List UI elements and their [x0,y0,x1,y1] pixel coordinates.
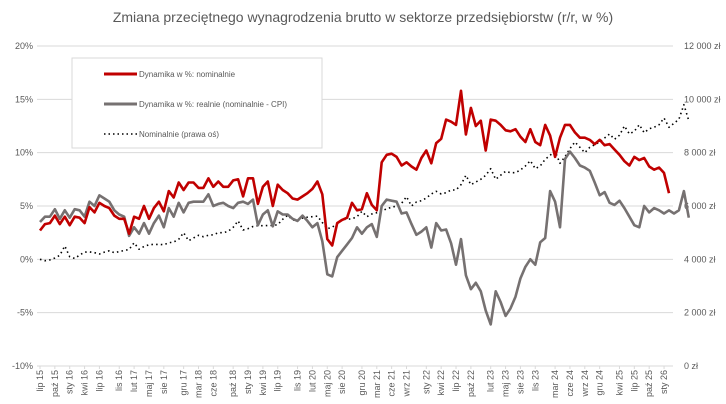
y2-tick-label: 2 000 zł [684,308,716,318]
y2-tick-label: 12 000 zł [684,41,721,51]
x-tick-label: maj 20 [322,370,332,397]
y-tick-label: 20% [15,41,33,51]
x-tick-label: paź 22 [466,370,476,397]
x-tick-label: lip 25 [629,370,639,392]
x-tick-label: kwi 19 [258,370,268,396]
x-tick-label: gru 24 [595,370,605,396]
x-tick-label: lis 16 [114,370,124,391]
y-tick-label: 10% [15,148,33,158]
x-tick-label: sty 22 [421,370,431,394]
x-tick-label: mar 21 [372,370,382,398]
chart-title: Zmiana przeciętnego wynagrodzenia brutto… [112,9,614,25]
y-tick-label: -10% [12,361,33,371]
x-tick-label: lut 23 [486,370,496,392]
legend: Dynamika w %: nominalnie Dynamika w %: r… [71,57,323,149]
x-tick-label: paź 18 [228,370,238,397]
x-tick-label: sie 23 [515,370,525,394]
x-tick-label: cze 24 [565,370,575,397]
y2-tick-label: 0 zł [684,361,698,371]
x-tick-label: gru 17 [179,370,189,396]
x-tick-label: paź 25 [644,370,654,397]
x-tick-label: lut 17 [129,370,139,392]
x-tick-label: lip 16 [94,370,104,392]
x-tick-label: wrz 24 [580,370,590,398]
y2-tick-label: 10 000 zł [684,94,721,104]
x-tick-label: maj 17 [144,370,154,397]
y2-tick-label: 8 000 zł [684,148,716,158]
x-tick-label: lip 19 [273,370,283,392]
y-tick-label: 0% [20,254,33,264]
series-line-real [39,150,691,326]
y2-tick-label: 6 000 zł [684,201,716,211]
x-tick-label: lis 19 [293,370,303,391]
x-tick-label: gru 20 [357,370,367,396]
series-lines [38,89,691,326]
series-line-nominal [38,89,671,247]
x-tick-label: maj 23 [501,370,511,397]
legend-label-right-axis: Nominalnie (prawa oś) [139,130,219,139]
y-tick-label: -5% [17,308,33,318]
x-tick-label: lip 22 [451,370,461,392]
x-tick-label: kwi 16 [80,370,90,396]
x-tick-label: sie 17 [159,370,169,394]
x-tick-label: kwi 22 [436,370,446,396]
x-tick-label: cze 21 [387,370,397,397]
y-axis-right: 12 000 zł 10 000 zł 8 000 zł 6 000 zł 4 000 … [684,41,721,371]
x-tick-label: mar 24 [550,370,560,398]
y-tick-label: 5% [20,201,33,211]
legend-label-nominal: Dynamika w %: nominalnie [139,70,236,79]
series-line-nominal-pln [39,103,690,262]
x-tick-label: lip 15 [35,370,45,392]
x-tick-label: wrz 21 [402,370,412,398]
x-axis: lip 15 paź 15 sty 16 kwi 16 lip 16 lis 16 lut … [35,366,669,398]
y2-tick-label: 4 000 zł [684,254,716,264]
x-tick-label: mar 18 [193,370,203,398]
x-tick-label: lis 23 [530,370,540,391]
x-tick-label: paź 15 [50,370,60,397]
legend-label-real: Dynamika w %: realnie (nominalnie - CPI) [139,100,287,109]
y-axis-left: 20% 15% 10% 5% 0% -5% -10% [12,41,33,371]
x-tick-label: sty 19 [243,370,253,394]
x-tick-label: sie 20 [337,370,347,394]
x-tick-label: sty 16 [65,370,75,394]
x-tick-label: cze 18 [208,370,218,397]
x-tick-label: lut 20 [307,370,317,392]
x-tick-label: sty 26 [659,370,669,394]
x-tick-label: kwi 25 [614,370,624,396]
y-tick-label: 15% [15,94,33,104]
